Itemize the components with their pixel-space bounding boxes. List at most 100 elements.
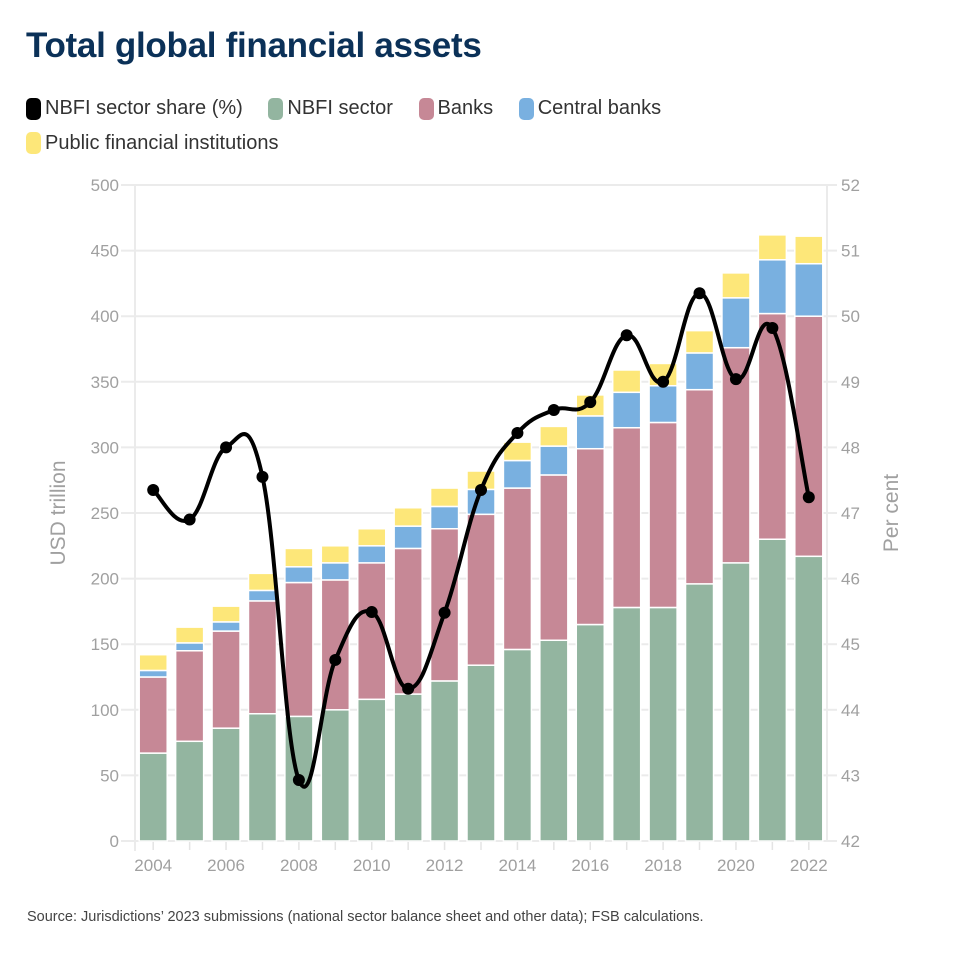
bar-segment-banks	[539, 474, 569, 642]
y-tick-label: 200	[91, 570, 119, 589]
legend-swatch	[418, 97, 434, 120]
legend-item-central-banks[interactable]: Central banks	[518, 94, 662, 123]
y-tick-label: 350	[91, 373, 119, 392]
bar-segment-public-financial-institutions	[356, 527, 387, 547]
bar-segment-nbfi-sector	[138, 752, 168, 842]
bar-segment-public-financial-institutions	[211, 605, 241, 623]
bar-segment-central-banks	[174, 642, 205, 652]
bar-segment-central-banks	[794, 262, 824, 317]
bar-segment-public-financial-institutions	[794, 235, 824, 265]
share-point	[183, 513, 196, 526]
y2-tick-label: 45	[841, 635, 860, 654]
x-tick-label: 2016	[571, 856, 609, 875]
x-tick-label: 2006	[207, 856, 245, 875]
x-tick-label: 2018	[644, 856, 682, 875]
y2-tick-label: 43	[841, 766, 860, 785]
bar-segment-banks	[284, 581, 314, 718]
legend-swatch	[26, 97, 41, 120]
bar-segment-banks	[684, 388, 715, 585]
bar-segment-banks	[757, 312, 788, 540]
bar-segment-public-financial-institutions	[247, 572, 278, 592]
bar-segment-banks	[356, 562, 387, 701]
bar-segment-banks	[648, 421, 678, 609]
bar-segment-central-banks	[284, 566, 314, 584]
legend: NBFI sector share (%) NBFI sector Banks …	[26, 94, 926, 163]
x-tick-label: 2014	[499, 856, 537, 875]
axes: 0 50 100 150 200 250 300 350 400 450 500 42 43 44 45 46…	[91, 176, 860, 875]
bar-segment-nbfi-sector	[174, 740, 205, 842]
legend-item-public-financial-institutions[interactable]: Public financial institutions	[26, 129, 278, 158]
legend-swatch	[518, 97, 534, 120]
bar-segment-central-banks	[539, 445, 569, 476]
bar-segment-nbfi-sector	[575, 623, 606, 842]
share-point	[365, 606, 378, 619]
y-axis-title: USD trillion	[47, 460, 70, 565]
source-note: Source: Jurisdictions’ 2023 submissions …	[27, 909, 704, 925]
share-point	[256, 470, 269, 483]
y-tick-label: 150	[91, 635, 119, 654]
bar-segment-central-banks	[211, 621, 241, 632]
x-tick-label: 2012	[426, 856, 464, 875]
legend-item-nbfi-sector[interactable]: NBFI sector	[268, 94, 393, 123]
y2-tick-label: 48	[841, 438, 860, 457]
bar-segment-banks	[575, 447, 606, 626]
bar-segment-central-banks	[429, 505, 460, 530]
x-tick-label: 2010	[353, 856, 391, 875]
bar-segment-public-financial-institutions	[684, 329, 715, 354]
bar-segment-central-banks	[356, 545, 387, 564]
bar-segment-nbfi-sector	[502, 648, 533, 842]
share-point	[292, 773, 305, 786]
legend-label: Central banks	[537, 97, 662, 119]
bar-segment-nbfi-sector	[211, 727, 241, 842]
y2-tick-label: 49	[841, 373, 860, 392]
bar-segment-central-banks	[575, 415, 606, 450]
share-line-path	[151, 291, 811, 789]
bar-segment-nbfi-sector	[356, 698, 387, 842]
share-point	[220, 441, 233, 454]
share-point	[584, 396, 597, 409]
bar-segment-central-banks	[393, 525, 423, 550]
share-line	[147, 287, 815, 789]
legend-item-nbfi-share[interactable]: NBFI sector share (%)	[26, 94, 243, 123]
bars	[138, 234, 824, 842]
y-tick-label: 300	[91, 438, 119, 457]
legend-item-banks[interactable]: Banks	[418, 94, 493, 123]
x-tick-label: 2020	[717, 856, 755, 875]
bar-segment-banks	[393, 547, 423, 695]
bar-segment-nbfi-sector	[539, 639, 569, 842]
bar-segment-central-banks	[684, 352, 715, 391]
bar-segment-public-financial-institutions	[284, 547, 314, 568]
share-point	[729, 373, 742, 386]
bar-segment-banks	[174, 650, 205, 743]
bar-segment-central-banks	[320, 562, 351, 581]
bar-segment-nbfi-sector	[466, 664, 496, 842]
share-point	[402, 682, 415, 695]
y2-tick-label: 47	[841, 504, 860, 523]
bar-segment-public-financial-institutions	[539, 425, 569, 447]
bar-segment-banks	[211, 630, 241, 729]
bar-segment-public-financial-institutions	[393, 507, 423, 527]
y-tick-label: 500	[91, 176, 119, 195]
bar-segment-public-financial-institutions	[174, 626, 205, 644]
y2-tick-label: 52	[841, 176, 860, 195]
y-tick-label: 450	[91, 242, 119, 261]
bar-segment-central-banks	[721, 297, 751, 349]
bar-segment-nbfi-sector	[429, 680, 460, 842]
bar-segment-central-banks	[757, 259, 788, 315]
bar-segment-public-financial-institutions	[138, 653, 168, 672]
y2-tick-label: 42	[841, 832, 860, 851]
legend-label: NBFI sector share (%)	[45, 97, 243, 119]
bar-segment-nbfi-sector	[611, 606, 642, 842]
bar-segment-nbfi-sector	[648, 606, 678, 842]
share-point	[620, 329, 633, 342]
x-tick-label: 2008	[280, 856, 318, 875]
bar-segment-banks	[247, 600, 278, 715]
bar-segment-nbfi-sector	[757, 538, 788, 842]
share-point	[329, 653, 342, 666]
bar-segment-public-financial-institutions	[429, 487, 460, 508]
bar-segment-banks	[320, 579, 351, 711]
y2-tick-label: 50	[841, 307, 860, 326]
bar-segment-banks	[466, 513, 496, 666]
bar-segment-nbfi-sector	[247, 712, 278, 842]
